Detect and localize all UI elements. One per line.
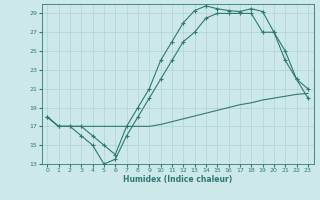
X-axis label: Humidex (Indice chaleur): Humidex (Indice chaleur) [123,175,232,184]
